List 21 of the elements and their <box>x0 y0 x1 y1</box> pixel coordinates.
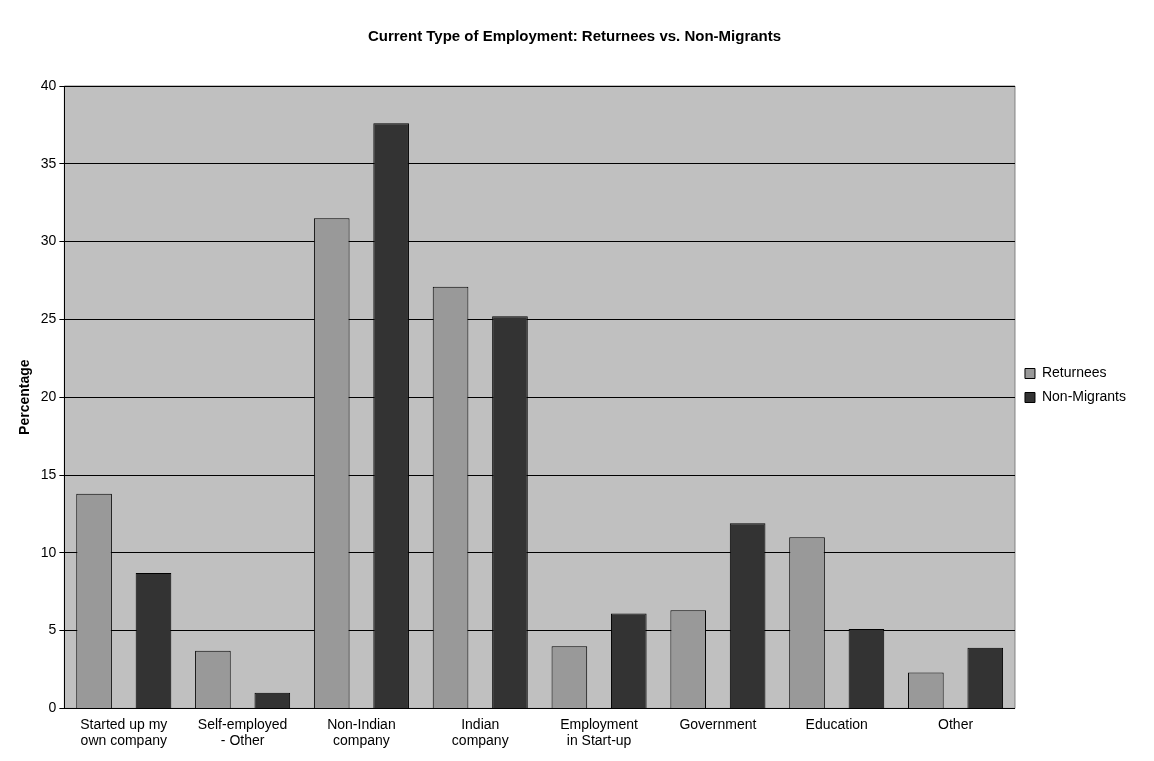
y-tick-label: 15 <box>40 465 57 482</box>
chart-title: Current Type of Employment: Returnees vs. Non-Migrants <box>367 27 782 45</box>
x-tick-label: Education <box>805 715 868 732</box>
x-tick-label: Self-employed - Other <box>197 715 288 749</box>
y-tick-label: 40 <box>40 76 57 93</box>
legend-label: Non-Migrants <box>1041 388 1126 405</box>
x-tick-label: Other <box>938 715 974 732</box>
y-axis-title: Percentage <box>16 359 33 435</box>
y-tick-label: 30 <box>40 232 57 249</box>
y-tick-label: 5 <box>48 621 57 638</box>
y-tick-label: 20 <box>40 388 57 405</box>
x-tick-label: Employment in Start-up <box>560 715 639 749</box>
y-tick-label: 25 <box>40 310 57 327</box>
x-tick-label: Non-Indian company <box>327 715 396 749</box>
y-tick-label: 0 <box>48 699 57 716</box>
x-tick-label: Started up my own company <box>80 715 168 749</box>
y-tick-label: 10 <box>40 543 57 560</box>
y-tick-label: 35 <box>40 154 57 171</box>
legend-label: Returnees <box>1041 364 1107 381</box>
x-tick-label: Government <box>679 715 757 732</box>
x-tick-label: Indian company <box>451 715 509 749</box>
